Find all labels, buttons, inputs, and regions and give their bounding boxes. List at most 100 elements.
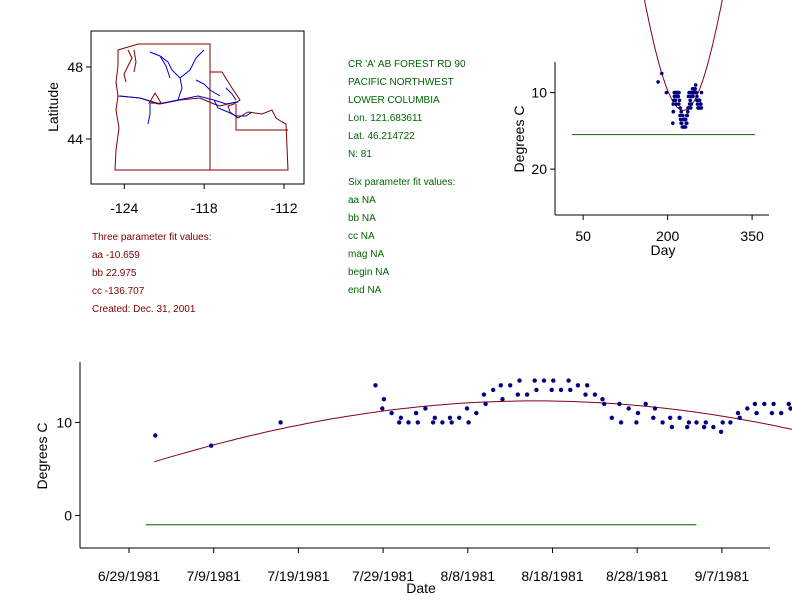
ts-x-tick-label-7: 9/7/1981 [695,568,750,584]
station-region: PACIFIC NORTHWEST [348,77,454,88]
doy-point-24 [678,117,683,122]
ts-point-34 [549,387,554,393]
three-param-title: Three parameter fit values: [92,232,212,243]
map-y-ticks: 48 44 [67,59,91,147]
ts-point-64 [718,429,724,434]
map-frame [90,30,305,185]
doy-point-19 [677,102,681,106]
three-param-aa: aa -10.659 [92,250,140,261]
ts-point-21 [474,410,479,416]
doy-point-63 [693,87,697,91]
ts-point-68 [737,415,742,420]
ts-point-7 [397,420,402,425]
ts-x-ticks: 6/29/1981 7/9/1981 7/19/1981 7/29/1981 8/8/1… [98,548,750,584]
ts-x-tick-label-0: 6/29/1981 [98,568,160,584]
doy-points [656,71,704,129]
ts-point-17 [449,420,454,425]
ts-point-8 [398,415,404,420]
ts-point-37 [566,378,571,383]
doy-point-20 [677,90,681,95]
three-param-bb: bb 22.975 [92,268,137,279]
ts-point-58 [685,424,690,430]
ts-point-71 [754,410,759,416]
doy-point-75 [697,98,702,103]
ts-x-axis-label: Date [406,580,436,596]
doy-x-axis-label: Day [651,242,676,258]
ts-x-tick-label-6: 8/28/1981 [606,568,668,584]
ts-point-50 [635,410,641,416]
map-x-ticks: -124 -118 -112 [110,184,298,216]
doy-point-50 [688,98,692,103]
map-x-tick-label-2: -112 [271,200,298,216]
doy-point-27 [679,121,684,125]
state-line-south-id [235,104,288,131]
ts-point-29 [517,378,522,383]
columbia-upper-2 [179,49,205,79]
ts-point-61 [701,424,707,430]
washington-oregon-outline [114,43,289,171]
ts-point-70 [752,401,758,407]
ts-point-31 [532,378,537,383]
ts-point-43 [600,397,605,402]
doy-point-78 [699,102,703,106]
columbia-river [119,95,239,105]
ts-point-16 [447,415,453,420]
ts-point-66 [728,420,733,425]
ts-point-19 [464,406,470,411]
river-branch-3 [225,87,237,101]
ts-point-30 [524,392,530,397]
ts-point-23 [483,401,488,407]
doy-panel: 50 200 350 10 20 Day Degrees C [511,0,769,258]
ts-point-32 [534,387,539,393]
doy-point-1 [660,71,664,76]
ts-point-46 [617,401,622,407]
doy-point-30 [681,113,685,118]
willamette [147,104,151,125]
six-param-end: end NA [348,285,382,296]
six-param-begin: begin NA [348,267,390,278]
ts-point-12 [423,406,428,411]
doy-point-23 [678,106,682,110]
ts-point-73 [769,410,775,416]
ts-y-ticks: 10 0 [56,414,80,523]
ts-point-27 [508,383,513,388]
ts-point-53 [652,406,658,411]
ts-fit-curve [154,400,792,463]
ts-point-74 [771,401,776,407]
ts-point-48 [626,406,631,411]
ts-point-55 [668,415,673,420]
doy-point-4 [671,102,675,106]
ts-point-56 [669,424,675,430]
river-branch-2 [195,79,221,97]
doy-point-37 [683,125,688,129]
ts-x-tick-label-3: 7/29/1981 [352,568,414,584]
ts-point-69 [745,406,750,411]
ts-point-11 [415,420,420,425]
doy-point-38 [683,117,688,122]
doy-x-tick-label-0: 50 [575,228,591,244]
doy-point-3 [671,121,675,125]
ts-point-76 [786,401,791,407]
ts-point-75 [779,410,784,416]
station-marker [148,92,163,104]
ts-point-3 [373,383,378,388]
ts-point-42 [592,392,598,397]
ts-x-tick-label-4: 8/8/1981 [441,568,496,584]
doy-y-tick-label-1: 20 [531,161,547,177]
doy-x-ticks: 50 200 350 [575,215,764,244]
map-panel: -124 -118 -112 48 44 Latitude [45,30,305,216]
doy-point-12 [674,102,678,106]
station-n: N: 81 [348,149,372,160]
doy-point-43 [686,109,690,114]
ts-point-24 [491,387,496,393]
six-param-cc: cc NA [348,231,375,242]
ts-point-13 [430,420,436,425]
ts-x-tick-label-5: 8/18/1981 [521,568,583,584]
ts-point-1 [209,443,214,448]
doy-fit-curve [643,0,723,111]
ts-point-5 [381,397,387,402]
map-x-tick-label-1: -118 [191,200,218,216]
ts-point-36 [558,387,564,393]
ts-point-33 [541,378,547,383]
